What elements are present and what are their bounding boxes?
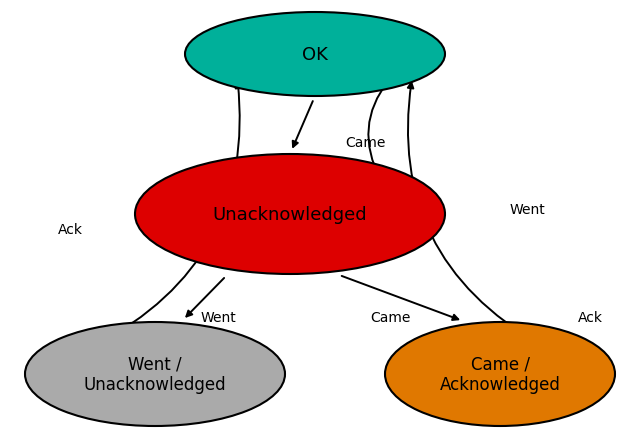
Text: Unacknowledged: Unacknowledged	[213, 205, 367, 223]
Ellipse shape	[385, 322, 615, 426]
Text: Came /
Acknowledged: Came / Acknowledged	[440, 355, 560, 393]
Text: Came: Came	[345, 136, 386, 150]
Text: Ack: Ack	[578, 310, 603, 324]
Text: Ack: Ack	[58, 223, 83, 237]
Ellipse shape	[135, 155, 445, 274]
Ellipse shape	[25, 322, 285, 426]
Text: Came: Came	[370, 310, 410, 324]
Text: Went: Went	[510, 202, 546, 216]
Text: Went: Went	[200, 310, 236, 324]
Text: OK: OK	[302, 46, 328, 64]
Text: Went /
Unacknowledged: Went / Unacknowledged	[84, 355, 227, 393]
Ellipse shape	[185, 13, 445, 97]
